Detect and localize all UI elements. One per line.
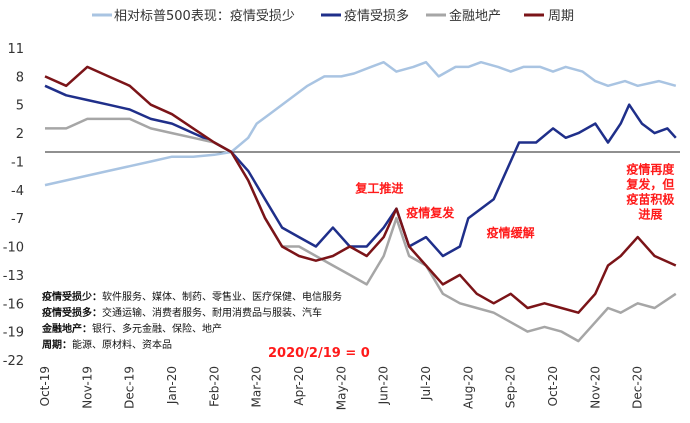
legend-label-less-hit: 相对标普500表现：疫情受损少 <box>114 8 295 24</box>
x-tick-label-5: Mar-20 <box>250 366 264 407</box>
y-tick-label-8: -13 <box>3 269 24 284</box>
x-tick-label-11: Sep-20 <box>504 366 518 408</box>
legend-label-finance: 金融地产 <box>449 8 501 24</box>
x-tick-label-6: Apr-20 <box>292 366 306 406</box>
annotation-1: 疫情复发 <box>406 205 455 220</box>
y-tick-label-4: -1 <box>11 155 24 170</box>
annotation-0: 复工推进 <box>354 181 403 196</box>
category-note-0: 疫情受损少：软件服务、媒体、制药、零售业、医疗保健、电信服务 <box>42 290 342 303</box>
series-line-1 <box>44 84 677 258</box>
annotation-3: 疫情再度复发，但疫苗积极进展 <box>625 162 675 222</box>
y-tick-label-1: 8 <box>16 70 24 85</box>
x-axis: Oct-19 Nov-19 Dec-19 Jan-20 Feb-20 Mar-20 Apr-… <box>38 366 645 410</box>
y-tick-label-10: -19 <box>3 326 24 341</box>
y-axis: 11 8 5 2 -1 -4 -7 -10 -13 -16 -19 -22 <box>3 42 24 369</box>
category-note-1: 疫情受损多：交通运输、消费者服务、耐用消费品与服装、汽车 <box>42 306 322 319</box>
zero-date-note: 2020/2/19 = 0 <box>268 346 370 361</box>
y-tick-label-0: 11 <box>7 42 24 57</box>
x-tick-label-9: Jul-20 <box>419 366 433 401</box>
x-tick-label-8: Jun-20 <box>377 366 391 405</box>
x-tick-label-14: Dec-20 <box>631 366 645 409</box>
x-tick-label-4: Feb-20 <box>207 366 221 407</box>
legend-series-name-0: 疫情受损少 <box>230 8 295 24</box>
legend-label-cyclical: 周期 <box>548 9 574 24</box>
x-tick-label-7: May-20 <box>334 366 348 410</box>
x-tick-label-12: Oct-20 <box>546 366 560 406</box>
y-tick-label-7: -10 <box>3 241 24 256</box>
series-line-0 <box>44 60 677 187</box>
x-tick-label-3: Jan-20 <box>165 366 179 405</box>
y-tick-label-2: 5 <box>16 99 24 114</box>
x-tick-label-1: Nov-19 <box>80 366 94 409</box>
category-notes: 疫情受损少：软件服务、媒体、制药、零售业、医疗保健、电信服务疫情受损多：交通运输… <box>41 290 342 351</box>
y-tick-label-11: -22 <box>3 354 24 369</box>
x-tick-label-0: Oct-19 <box>38 366 52 406</box>
annotation-2: 疫情缓解 <box>487 225 535 240</box>
series-line-2 <box>45 117 677 343</box>
legend-title: 相对标普500表现： <box>114 9 230 24</box>
category-note-2: 金融地产：银行、多元金融、保险、地产 <box>41 322 222 335</box>
category-note-3: 周期：能源、原材料、资本品 <box>42 338 172 351</box>
y-tick-label-6: -7 <box>11 212 24 227</box>
x-tick-label-13: Nov-20 <box>588 366 602 409</box>
legend: 相对标普500表现：疫情受损少 疫情受损多 金融地产 周期 <box>92 8 574 24</box>
series-group <box>44 60 677 343</box>
series-line-3 <box>44 65 677 314</box>
x-tick-label-2: Dec-19 <box>123 366 137 409</box>
x-tick-label-10: Aug-20 <box>461 366 475 409</box>
y-tick-label-9: -16 <box>3 297 24 312</box>
y-tick-label-3: 2 <box>16 127 24 142</box>
legend-label-more-hit: 疫情受损多 <box>344 8 409 24</box>
y-tick-label-5: -4 <box>11 184 24 199</box>
